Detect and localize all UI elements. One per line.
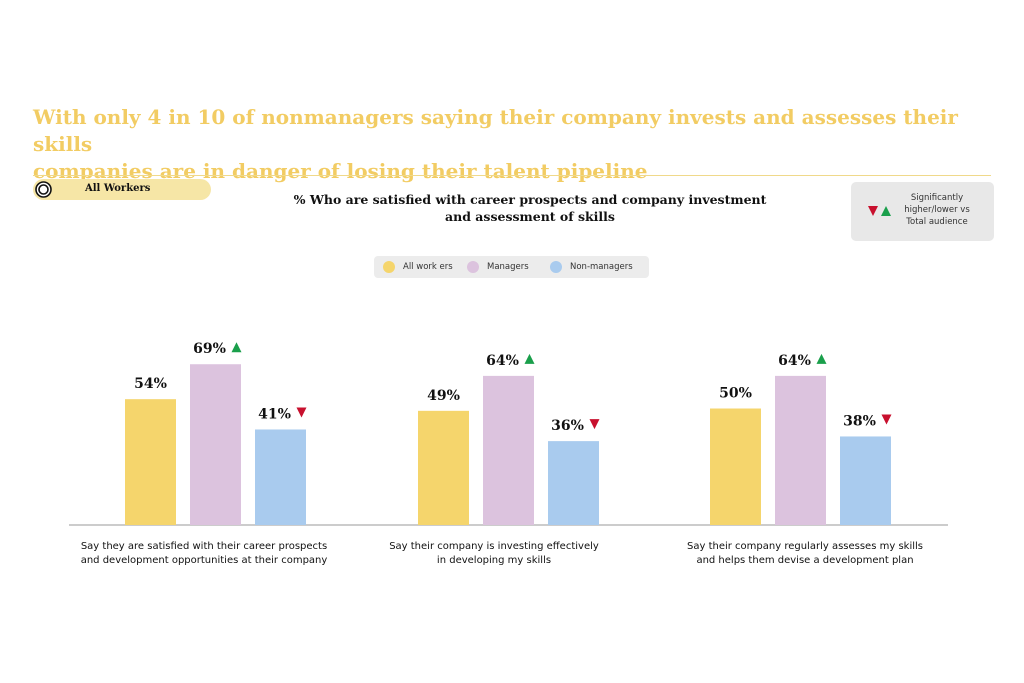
- bar-all-workers-2: [418, 410, 469, 525]
- category-3-line-2: and helps them devise a development plan: [696, 555, 914, 566]
- bar-all-workers-1: [125, 399, 176, 525]
- divider: [33, 175, 991, 176]
- legend-swatch-all-workers: [383, 261, 395, 273]
- category-1-line-1: Say they are satisfied with their career…: [80, 541, 328, 552]
- significance-up-icon-managers-3: [816, 353, 827, 364]
- significance-line-3: Total audience: [906, 217, 968, 227]
- bar-managers-3: [775, 375, 826, 525]
- value-label-all-workers-2: 49%: [427, 388, 460, 404]
- value-label-managers-1: 69%: [193, 341, 226, 357]
- chart-title-line-1: % Who are satisfied with career prospect…: [293, 192, 767, 207]
- value-label-all-workers-1: 54%: [134, 376, 167, 392]
- category-label-1: Say they are satisfied with their career…: [64, 540, 344, 568]
- value-label-non-managers-2: 36%: [551, 418, 584, 434]
- value-label-managers-2: 64%: [486, 353, 519, 369]
- headline-line-1: With only 4 in 10 of nonmanagers saying …: [33, 105, 958, 156]
- bar-all-workers-3: [710, 408, 761, 525]
- bar-non-managers-1: [255, 429, 306, 525]
- bar-non-managers-2: [548, 441, 599, 525]
- significance-down-icon-non-managers-3: [881, 414, 892, 425]
- category-1-line-2: and development opportunities at their c…: [80, 555, 328, 566]
- value-label-non-managers-1: 41%: [258, 406, 291, 422]
- significance-down-icon-non-managers-2: [589, 419, 600, 430]
- headline: With only 4 in 10 of nonmanagers saying …: [33, 104, 993, 185]
- chart-title-line-2: and assessment of skills: [445, 209, 615, 224]
- audience-filter-pill[interactable]: All Workers: [33, 179, 211, 200]
- significance-up-icon-managers-2: [524, 353, 535, 364]
- legend-label-non-managers: Non-managers: [570, 262, 633, 272]
- category-label-2: Say their company is investing effective…: [354, 540, 634, 568]
- significance-triangles-icon: [868, 206, 891, 216]
- bar-managers-1: [190, 364, 241, 525]
- target-icon: [35, 181, 52, 198]
- legend-label-managers: Managers: [487, 262, 529, 272]
- bar-managers-2: [483, 375, 534, 525]
- significance-up-icon-managers-1: [231, 342, 242, 353]
- legend-swatch-non-managers: [550, 261, 562, 273]
- category-2-line-1: Say their company is investing effective…: [389, 541, 599, 552]
- category-2-line-2: in developing my skills: [436, 555, 552, 566]
- value-label-managers-3: 64%: [778, 353, 811, 369]
- value-label-all-workers-3: 50%: [719, 386, 752, 402]
- significance-down-icon-non-managers-1: [296, 407, 307, 418]
- bar-non-managers-3: [840, 436, 891, 525]
- significance-key: Significantly higher/lower vs Total audi…: [851, 182, 994, 241]
- audience-filter-label: All Workers: [85, 183, 151, 194]
- value-label-non-managers-3: 38%: [843, 413, 876, 429]
- significance-line-2: higher/lower vs: [904, 205, 970, 215]
- category-label-3: Say their company regularly assesses my …: [665, 540, 945, 568]
- legend-label-all-workers: All work ers: [403, 262, 453, 272]
- category-3-line-1: Say their company regularly assesses my …: [687, 541, 923, 552]
- chart-title: % Who are satisfied with career prospect…: [270, 191, 790, 225]
- significance-key-text: Significantly higher/lower vs Total audi…: [897, 192, 977, 228]
- chart-legend: All work ers Managers Non-managers: [374, 256, 649, 278]
- significance-line-1: Significantly: [910, 193, 964, 203]
- legend-swatch-managers: [467, 261, 479, 273]
